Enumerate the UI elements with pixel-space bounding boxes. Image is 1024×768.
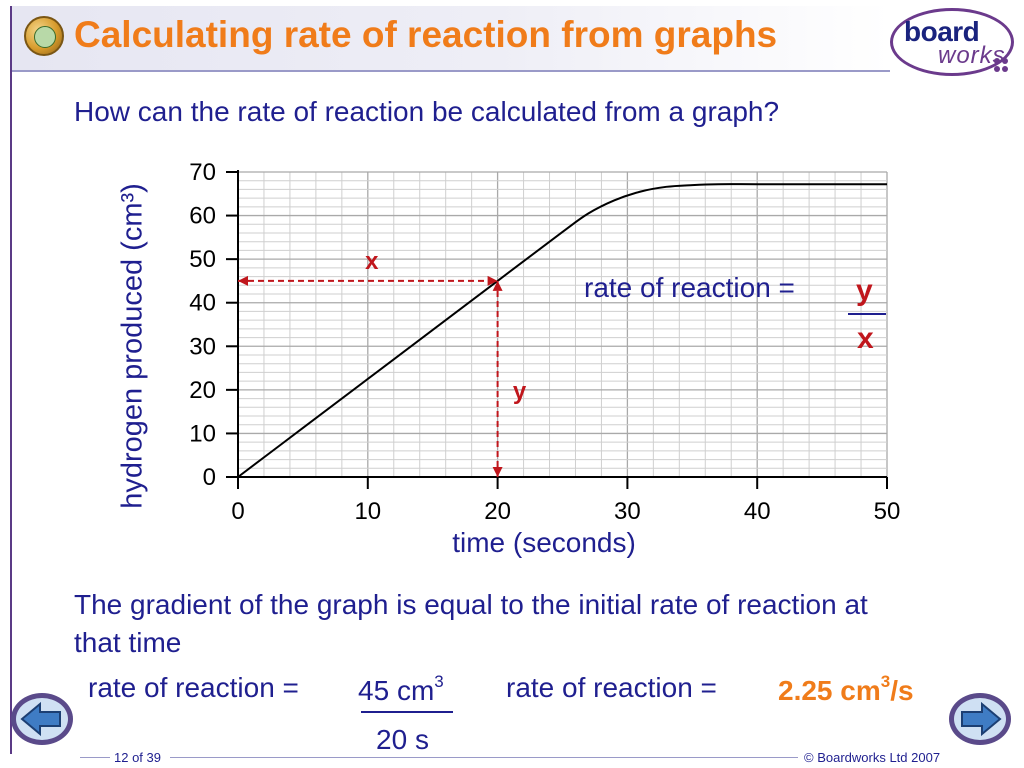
copyright: © Boardworks Ltd 2007: [804, 750, 941, 765]
hydrogen-curve: [237, 183, 887, 478]
calc-label-2: rate of reaction =: [506, 672, 717, 703]
x-tick-label: 30: [614, 498, 641, 525]
header-band: [10, 6, 890, 70]
calc-fraction-bar: [361, 711, 453, 713]
y-tick-label: 10: [189, 420, 216, 447]
x-tick-label: 20: [484, 498, 511, 525]
y-tick-label: 50: [189, 246, 216, 273]
calc-result-value: 2.25: [778, 675, 833, 706]
y-tick-label: 0: [203, 464, 216, 491]
x-marker-label: x: [365, 248, 379, 275]
arrow-head: [238, 275, 248, 286]
arrow-right-icon[interactable]: [961, 701, 1002, 737]
logo-dots-icon: [994, 58, 1014, 78]
header-divider: [10, 70, 890, 72]
calc-den-unit: s: [414, 724, 429, 755]
x-tick-label: 40: [744, 498, 771, 525]
logo-ellipse: [890, 8, 1014, 76]
arrow-head: [492, 280, 503, 291]
calc-result: 2.25 cm3/s: [778, 672, 914, 707]
header: Calculating rate of reaction from graphs…: [0, 0, 1024, 80]
calc-num-unit: cm: [396, 675, 435, 706]
page-number: 12 of 39: [114, 750, 161, 765]
calc-den-value: 20: [376, 724, 408, 755]
left-border: [10, 6, 12, 754]
y-tick-label: 40: [189, 290, 216, 317]
logo-works-text: works: [938, 42, 1006, 69]
chart-series: [237, 183, 887, 478]
logo-board-text: board: [904, 16, 980, 47]
calc-num-value: 45: [358, 675, 390, 706]
chart-grid: [237, 171, 888, 478]
chart-ticks: 0 10 20 30 40 50 0 10 20 30 40 50 60 70: [189, 159, 900, 525]
footer-rule-middle: [170, 757, 798, 758]
slide-title: Calculating rate of reaction from graphs: [74, 14, 778, 55]
calc-numerator: 45 cm3: [358, 672, 444, 707]
chemistry-icon: [24, 16, 64, 56]
arrow-head: [487, 275, 498, 286]
boardworks-logo: board works: [890, 8, 1018, 80]
footer-rule-left: [80, 757, 110, 758]
y-marker-label: y: [513, 378, 527, 405]
formula-fraction-bar: [848, 313, 886, 315]
arrow-left-icon[interactable]: [20, 701, 61, 737]
rate-formula-label: rate of reaction =: [584, 272, 795, 303]
calc-result-suffix: /s: [890, 675, 914, 706]
calc-num-exp: 3: [434, 672, 444, 691]
calc-denominator: 20 s: [376, 724, 429, 756]
formula-numerator: y: [856, 274, 873, 307]
arrow-head: [492, 467, 503, 477]
calc-result-exp: 3: [880, 672, 891, 691]
formula-denominator: x: [857, 322, 874, 355]
calc-result-unit: cm: [840, 675, 881, 706]
question-text: How can the rate of reaction be calculat…: [74, 96, 780, 127]
x-tick-label: 10: [354, 498, 381, 525]
y-tick-label: 60: [189, 203, 216, 230]
x-tick-label: 0: [231, 498, 244, 525]
x-axis-label: time (seconds): [452, 527, 636, 558]
chart-axes: [237, 170, 887, 478]
y-tick-label: 30: [189, 333, 216, 360]
next-slide-button[interactable]: [946, 690, 1014, 748]
chart-annotations: xy: [238, 248, 527, 477]
explanation-text: The gradient of the graph is equal to th…: [74, 589, 868, 658]
y-tick-label: 70: [189, 159, 216, 186]
calc-label-1: rate of reaction =: [88, 672, 299, 703]
y-tick-label: 20: [189, 377, 216, 404]
x-tick-label: 50: [874, 498, 901, 525]
previous-slide-button[interactable]: [8, 690, 76, 748]
